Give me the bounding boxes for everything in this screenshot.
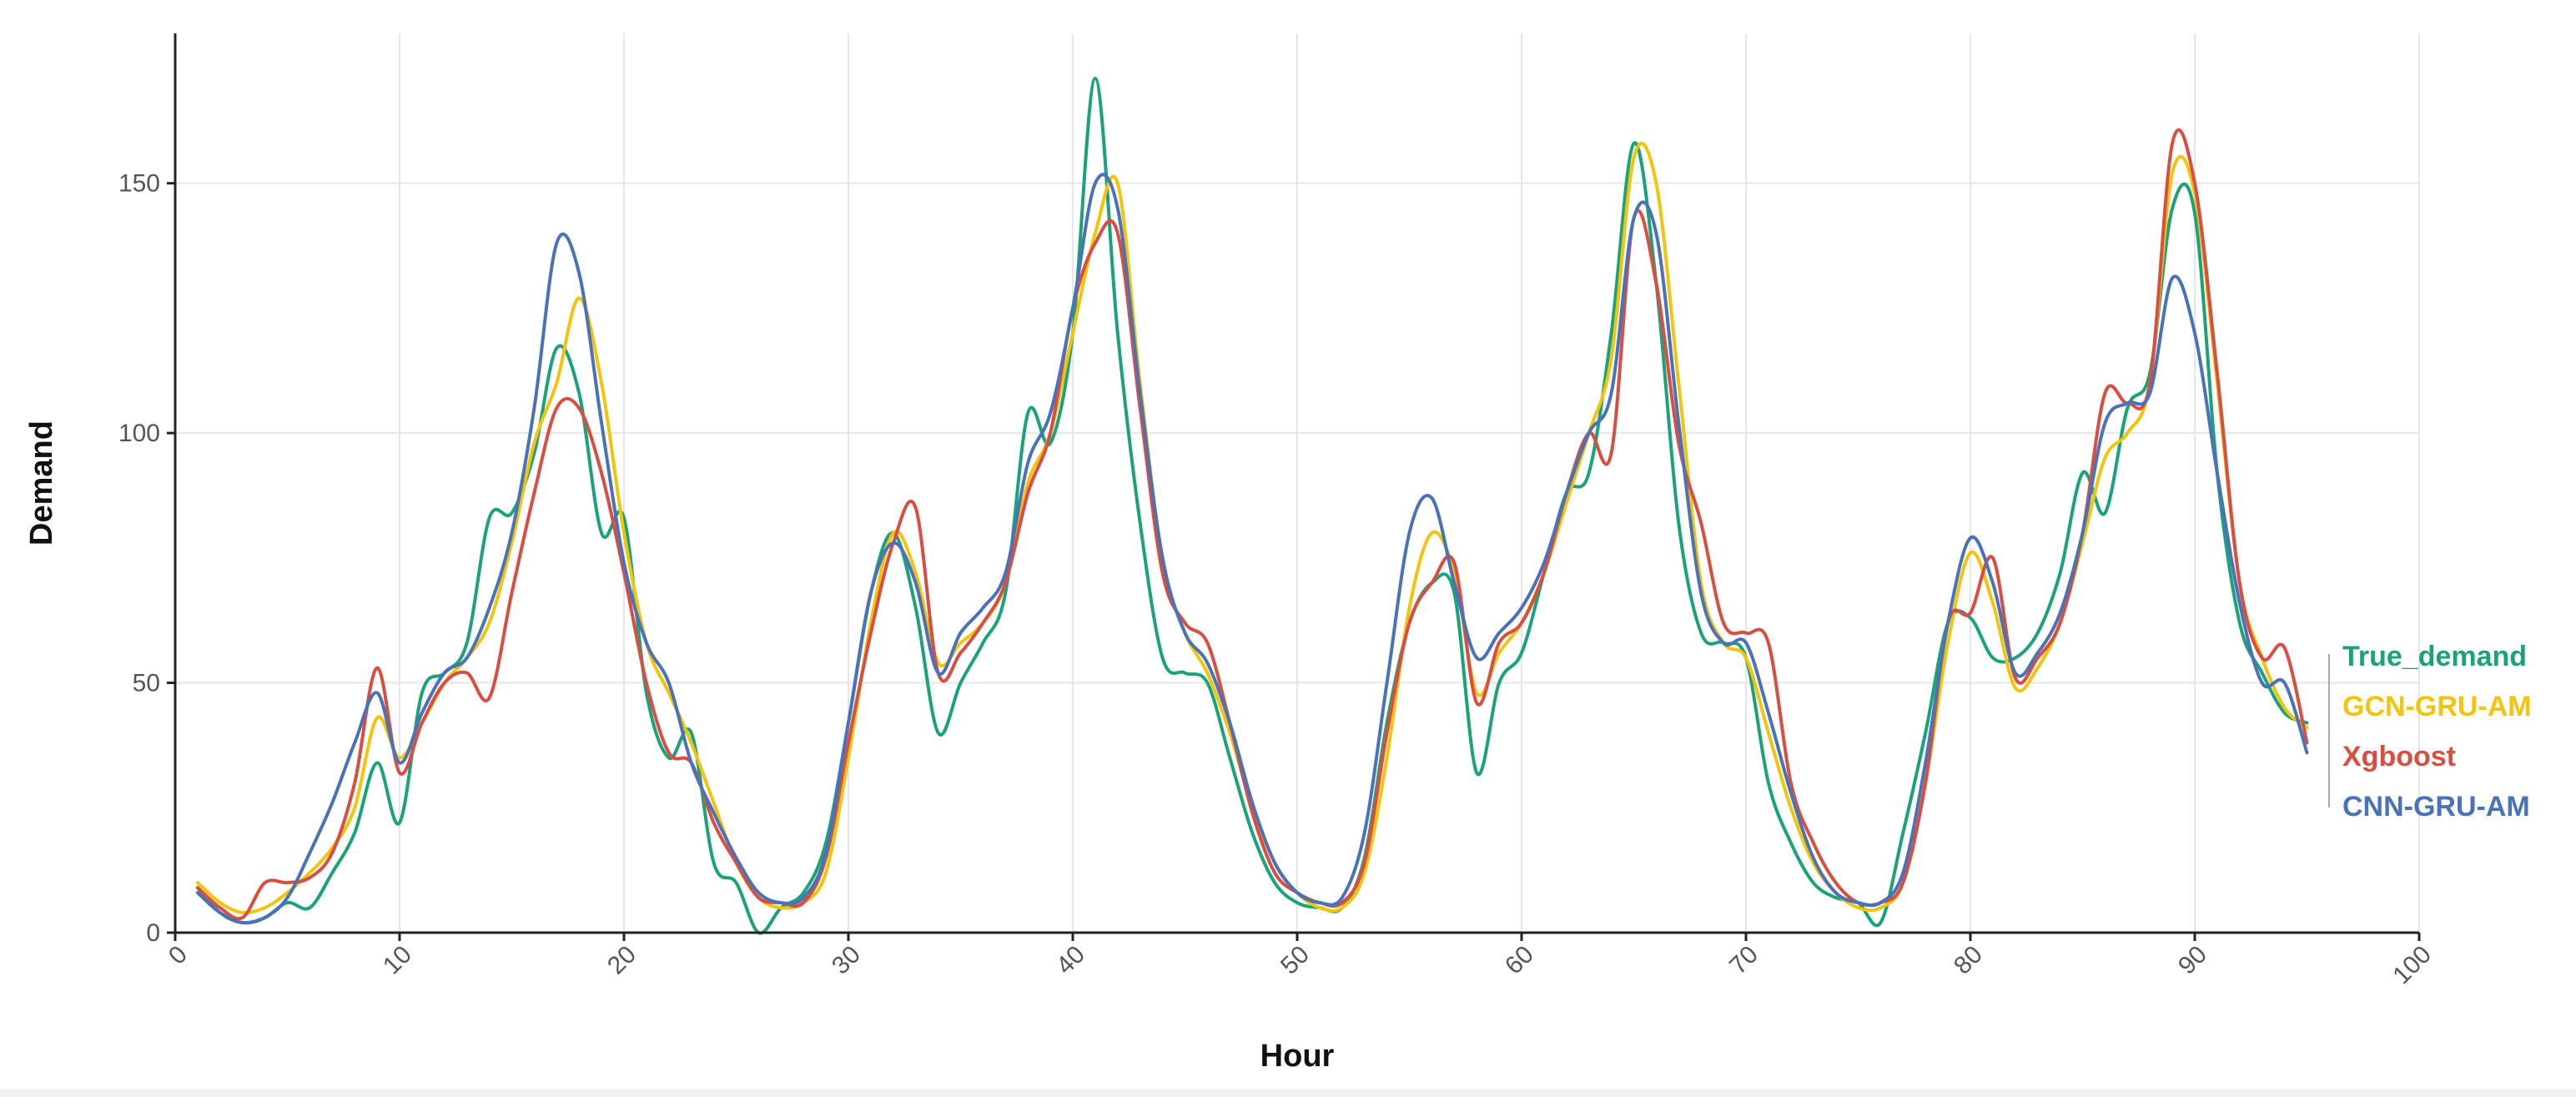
x-axis-title: Hour [1260,1039,1335,1074]
legend: True_demand GCN-GRU-AM Xgboost CNN-GRU-AM [2328,641,2532,823]
x-tick-label: 10 [378,941,417,980]
y-tick-label: 50 [133,670,160,697]
y-tick-label: 0 [146,919,160,947]
bottom-band [0,1089,2576,1097]
x-tick-label: 50 [1275,941,1315,980]
legend-entry-true-demand: True_demand [2342,641,2527,672]
x-tick-label: 70 [1724,941,1763,980]
x-tick-label: 60 [1500,941,1539,980]
series-line-cnn-gru-am [195,173,2309,925]
y-tick-label: 100 [118,420,160,447]
legend-entry-cnn-gru-am: CNN-GRU-AM [2342,791,2530,823]
x-tick-label: 30 [827,941,866,980]
x-tick-label: 100 [2387,941,2437,990]
x-tick-label: 0 [164,941,193,970]
x-tick-label: 20 [602,941,641,980]
grid-lines [174,33,2420,933]
y-tick-label: 150 [118,170,160,198]
legend-entry-xgboost: Xgboost [2342,741,2456,772]
x-tick-label: 40 [1051,941,1090,980]
x-tick-label: 80 [1949,941,1988,980]
series-lines [195,76,2309,935]
y-axis-title: Demand [24,420,59,546]
x-tick-label: 90 [2173,941,2212,980]
legend-entry-gcn-gru-am: GCN-GRU-AM [2342,691,2532,722]
